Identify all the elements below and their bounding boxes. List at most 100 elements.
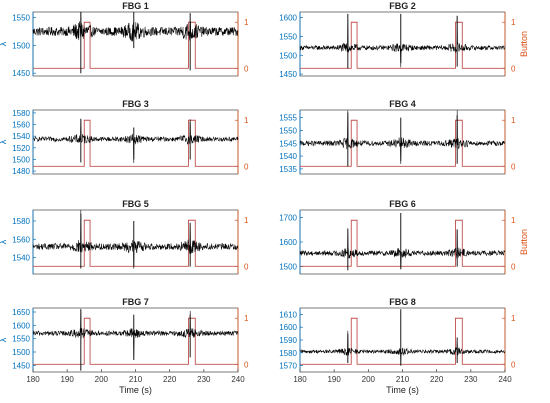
chart-title: FBG 2 — [389, 1, 416, 11]
y-tick-label: 1550 — [279, 126, 297, 135]
chart-panel-5: FBG 5154015601580λ01 — [0, 199, 249, 275]
x-tick-label: 210 — [396, 375, 410, 384]
fbg-signal-line — [32, 308, 239, 360]
x-axis-label: Time (s) — [386, 385, 419, 395]
fbg-signal-line — [32, 119, 239, 164]
fbg-signal-line — [32, 209, 239, 269]
y-tick-label: 1555 — [279, 114, 297, 123]
button-series-line — [300, 21, 505, 69]
button-series-line — [300, 219, 505, 267]
button-series-line — [33, 21, 238, 69]
chart-panel-3: FBG 3148015001520154015601580λ01 — [0, 99, 249, 176]
plot-frame — [299, 11, 506, 77]
y-tick-label: 1550 — [279, 32, 297, 41]
y-tick-label: 1540 — [12, 132, 30, 141]
y-tick-label: 1580 — [12, 109, 30, 118]
chart-panel-1: FBG 1145015001550λ01 — [0, 1, 249, 78]
x-axis: 180 190 200 210 220 230 240 Time (s) — [293, 369, 512, 395]
fbg-signal-spikes — [80, 12, 191, 74]
left-axis: 1450 1500 1550 1600 — [279, 12, 303, 79]
left-axis: 1500 1600 1700 — [279, 210, 303, 274]
y2-tick-label: 1 — [244, 314, 249, 323]
button-series-line — [33, 119, 238, 167]
y2-axis-label: Button — [519, 31, 529, 57]
y-tick-label: 1610 — [279, 310, 297, 319]
y2-tick-label: 0 — [511, 64, 516, 73]
fbg-signal-spikes — [347, 309, 458, 366]
fbg-signal-spikes — [347, 13, 458, 69]
fbg-signal-line — [32, 11, 239, 42]
right-axis: 01 — [235, 308, 249, 372]
y2-tick-label: 0 — [244, 360, 249, 369]
fbg-signal-spikes — [80, 118, 191, 163]
y-tick-label: 1560 — [12, 121, 30, 130]
y-tick-label: 1600 — [12, 321, 30, 330]
y2-tick-label: 1 — [511, 116, 516, 125]
y2-tick-label: 0 — [511, 360, 516, 369]
y2-tick-label: 1 — [244, 116, 249, 125]
y-tick-label: 1500 — [12, 348, 30, 357]
left-axis: 1540 1560 1580 λ — [0, 210, 36, 274]
plot-frame — [32, 307, 239, 373]
left-axis: 1480 1500 1520 1540 1560 1580 λ — [0, 109, 36, 176]
x-tick-label: 200 — [362, 375, 376, 384]
y2-tick-label: 0 — [244, 64, 249, 73]
x-tick-label: 240 — [231, 375, 245, 384]
fbg-signal-line — [299, 16, 506, 68]
y2-tick-label: 1 — [244, 18, 249, 27]
left-axis: 1450 1500 1550 1600 1650 λ — [0, 308, 36, 372]
y2-axis-label: Button — [519, 229, 529, 255]
plot-frame — [299, 307, 506, 373]
plot-frame — [32, 209, 239, 275]
y2-tick-label: 0 — [244, 262, 249, 271]
y-tick-label: 1550 — [12, 335, 30, 344]
fbg-signal-spikes — [347, 212, 458, 271]
x-tick-label: 190 — [327, 375, 341, 384]
chart-title: FBG 5 — [122, 199, 149, 209]
y2-tick-label: 1 — [511, 18, 516, 27]
right-axis: 01 — [502, 308, 516, 372]
y-tick-label: 1450 — [279, 70, 297, 79]
x-axis-label: Time (s) — [119, 385, 152, 395]
chart-title: FBG 8 — [389, 297, 416, 307]
y2-tick-label: 1 — [511, 216, 516, 225]
button-series-line — [300, 317, 505, 365]
x-tick-label: 180 — [293, 375, 307, 384]
y-tick-label: 1535 — [279, 165, 297, 174]
y-axis-label: λ — [0, 139, 8, 144]
y-tick-label: 1545 — [279, 139, 297, 148]
y-tick-label: 1500 — [12, 155, 30, 164]
right-axis: 01 — [235, 110, 249, 174]
y-tick-label: 1650 — [12, 308, 30, 317]
fbg-signal-line — [299, 109, 506, 164]
plot-frame — [32, 11, 239, 77]
y2-tick-label: 0 — [511, 262, 516, 271]
plot-frame — [299, 209, 506, 275]
y-tick-label: 1580 — [12, 217, 30, 226]
fbg-signal-spikes — [80, 213, 191, 269]
y2-tick-label: 1 — [244, 216, 249, 225]
right-axis: 01 — [502, 110, 516, 174]
y-tick-label: 1540 — [279, 152, 297, 161]
fbg-signal-line — [299, 330, 506, 365]
y-tick-label: 1700 — [279, 213, 297, 222]
x-tick-label: 220 — [163, 375, 177, 384]
y-tick-label: 1500 — [279, 51, 297, 60]
right-axis: 01 — [235, 210, 249, 274]
left-axis: 1535 1540 1545 1550 1555 — [279, 110, 303, 174]
y-tick-label: 1500 — [12, 41, 30, 50]
x-tick-label: 220 — [430, 375, 444, 384]
chart-panel-7: FBG 714501500155016001650λ01180190200210… — [0, 297, 249, 395]
fbg-signal-spikes — [347, 112, 458, 167]
y-tick-label: 1450 — [12, 361, 30, 370]
y-tick-label: 1550 — [12, 14, 30, 23]
x-tick-label: 180 — [26, 375, 40, 384]
x-tick-label: 200 — [95, 375, 109, 384]
right-axis: 01 — [235, 12, 249, 76]
